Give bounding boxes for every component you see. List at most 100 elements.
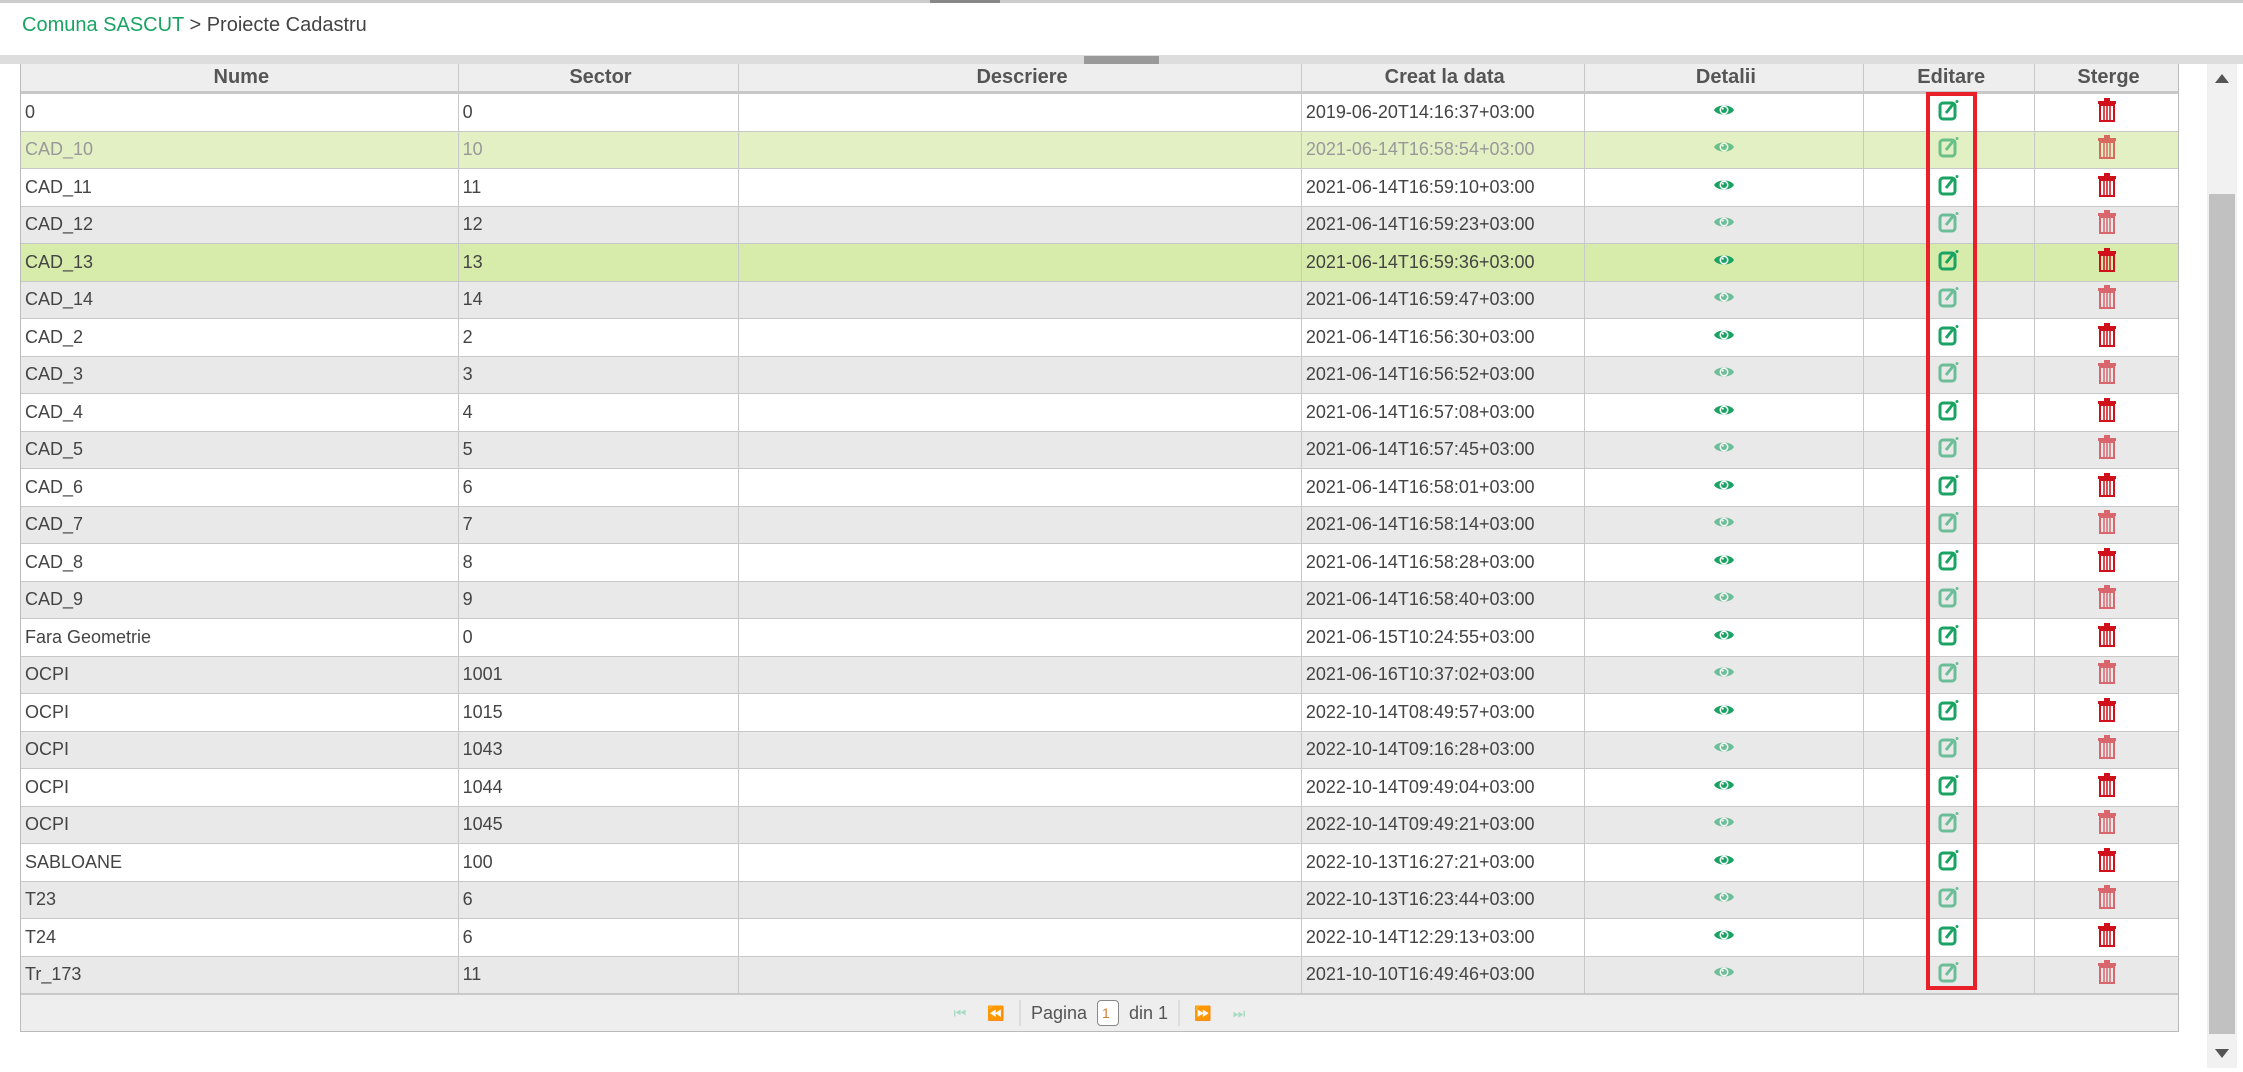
column-header-nume[interactable]: Nume xyxy=(21,64,459,91)
table-row[interactable]: CAD_11 11 2021-06-14T16:59:10+03:00 xyxy=(21,169,2178,207)
delete-button[interactable] xyxy=(2035,319,2178,356)
vertical-scrollbar[interactable] xyxy=(2207,64,2237,1068)
edit-button[interactable] xyxy=(1864,769,2036,806)
details-button[interactable] xyxy=(1585,694,1865,731)
details-button[interactable] xyxy=(1585,769,1865,806)
table-row[interactable]: OCPI 1001 2021-06-16T10:37:02+03:00 xyxy=(21,656,2178,694)
edit-button[interactable] xyxy=(1864,169,2036,206)
table-row[interactable]: T24 6 2022-10-14T12:29:13+03:00 xyxy=(21,919,2178,957)
delete-button[interactable] xyxy=(2035,94,2178,131)
details-button[interactable] xyxy=(1585,206,1865,243)
table-row[interactable]: OCPI 1045 2022-10-14T09:49:21+03:00 xyxy=(21,806,2178,844)
breadcrumb-root[interactable]: Comuna SASCUT xyxy=(22,14,184,36)
edit-button[interactable] xyxy=(1864,956,2036,993)
details-button[interactable] xyxy=(1585,544,1865,581)
details-button[interactable] xyxy=(1585,469,1865,506)
delete-button[interactable] xyxy=(2035,769,2178,806)
prev-page-icon[interactable]: ⏪ xyxy=(987,1004,1005,1021)
details-button[interactable] xyxy=(1585,731,1865,768)
scrollbar-thumb[interactable] xyxy=(2209,194,2235,1034)
edit-button[interactable] xyxy=(1864,806,2036,843)
details-button[interactable] xyxy=(1585,844,1865,881)
delete-button[interactable] xyxy=(2035,582,2178,619)
edit-button[interactable] xyxy=(1864,319,2036,356)
table-row[interactable]: OCPI 1044 2022-10-14T09:49:04+03:00 xyxy=(21,769,2178,807)
details-button[interactable] xyxy=(1585,356,1865,393)
details-button[interactable] xyxy=(1585,881,1865,918)
delete-button[interactable] xyxy=(2035,169,2178,206)
edit-button[interactable] xyxy=(1864,731,2036,768)
details-button[interactable] xyxy=(1585,956,1865,993)
details-button[interactable] xyxy=(1585,319,1865,356)
table-row[interactable]: CAD_14 14 2021-06-14T16:59:47+03:00 xyxy=(21,281,2178,319)
edit-button[interactable] xyxy=(1864,131,2036,168)
table-row[interactable]: CAD_13 13 2021-06-14T16:59:36+03:00 xyxy=(21,244,2178,282)
details-button[interactable] xyxy=(1585,581,1865,618)
table-row[interactable]: CAD_12 12 2021-06-14T16:59:23+03:00 xyxy=(21,206,2178,244)
table-row[interactable]: CAD_2 2 2021-06-14T16:56:30+03:00 xyxy=(21,319,2178,357)
edit-button[interactable] xyxy=(1864,844,2036,881)
edit-button[interactable] xyxy=(1864,881,2036,918)
edit-button[interactable] xyxy=(1864,581,2036,618)
delete-button[interactable] xyxy=(2035,919,2178,956)
column-header-sterge[interactable]: Sterge xyxy=(2077,66,2140,88)
delete-button[interactable] xyxy=(2035,507,2178,544)
delete-button[interactable] xyxy=(2035,132,2178,169)
table-row[interactable]: Fara Geometrie 0 2021-06-15T10:24:55+03:00 xyxy=(21,619,2178,657)
scroll-down-icon[interactable] xyxy=(2215,1049,2229,1058)
edit-button[interactable] xyxy=(1864,469,2036,506)
table-row[interactable]: T23 6 2022-10-13T16:23:44+03:00 xyxy=(21,881,2178,919)
edit-button[interactable] xyxy=(1864,244,2036,281)
table-row[interactable]: OCPI 1015 2022-10-14T08:49:57+03:00 xyxy=(21,694,2178,732)
delete-button[interactable] xyxy=(2035,282,2178,319)
column-header-descriere[interactable]: Descriere xyxy=(739,64,1302,91)
edit-button[interactable] xyxy=(1864,281,2036,318)
edit-button[interactable] xyxy=(1864,544,2036,581)
delete-button[interactable] xyxy=(2035,957,2178,994)
details-button[interactable] xyxy=(1585,506,1865,543)
last-page-icon[interactable]: ⏭ xyxy=(1232,1004,1246,1021)
column-header-sector[interactable]: Sector xyxy=(459,64,740,91)
next-page-icon[interactable]: ⏩ xyxy=(1194,1004,1212,1021)
delete-button[interactable] xyxy=(2035,357,2178,394)
edit-button[interactable] xyxy=(1864,619,2036,656)
delete-button[interactable] xyxy=(2035,732,2178,769)
delete-button[interactable] xyxy=(2035,694,2178,731)
delete-button[interactable] xyxy=(2035,469,2178,506)
table-row[interactable]: CAD_10 10 2021-06-14T16:58:54+03:00 xyxy=(21,131,2178,169)
delete-button[interactable] xyxy=(2035,882,2178,919)
details-button[interactable] xyxy=(1585,619,1865,656)
delete-button[interactable] xyxy=(2035,207,2178,244)
details-button[interactable] xyxy=(1585,94,1865,131)
details-button[interactable] xyxy=(1585,169,1865,206)
edit-button[interactable] xyxy=(1864,356,2036,393)
delete-button[interactable] xyxy=(2035,244,2178,281)
top-handle[interactable] xyxy=(930,0,1000,3)
edit-button[interactable] xyxy=(1864,206,2036,243)
scroll-up-icon[interactable] xyxy=(2215,74,2229,83)
table-row[interactable]: CAD_8 8 2021-06-14T16:58:28+03:00 xyxy=(21,544,2178,582)
details-button[interactable] xyxy=(1585,394,1865,431)
details-button[interactable] xyxy=(1585,244,1865,281)
details-button[interactable] xyxy=(1585,656,1865,693)
details-button[interactable] xyxy=(1585,806,1865,843)
delete-button[interactable] xyxy=(2035,544,2178,581)
delete-button[interactable] xyxy=(2035,657,2178,694)
edit-button[interactable] xyxy=(1864,656,2036,693)
table-row[interactable]: SABLOANE 100 2022-10-13T16:27:21+03:00 xyxy=(21,844,2178,882)
delete-button[interactable] xyxy=(2035,619,2178,656)
first-page-icon[interactable]: ⏮ xyxy=(953,1004,967,1021)
column-header-detalii[interactable]: Detalii xyxy=(1585,64,1865,91)
splitter-handle[interactable] xyxy=(1084,56,1159,64)
table-row[interactable]: CAD_4 4 2021-06-14T16:57:08+03:00 xyxy=(21,394,2178,432)
table-row[interactable]: CAD_5 5 2021-06-14T16:57:45+03:00 xyxy=(21,431,2178,469)
edit-button[interactable] xyxy=(1864,94,2036,131)
delete-button[interactable] xyxy=(2035,844,2178,881)
table-row[interactable]: CAD_7 7 2021-06-14T16:58:14+03:00 xyxy=(21,506,2178,544)
table-row[interactable]: CAD_9 9 2021-06-14T16:58:40+03:00 xyxy=(21,581,2178,619)
delete-button[interactable] xyxy=(2035,807,2178,844)
table-row[interactable]: Tr_173 11 2021-10-10T16:49:46+03:00 xyxy=(21,956,2178,994)
page-input[interactable] xyxy=(1097,1000,1119,1026)
edit-button[interactable] xyxy=(1864,694,2036,731)
table-row[interactable]: OCPI 1043 2022-10-14T09:16:28+03:00 xyxy=(21,731,2178,769)
